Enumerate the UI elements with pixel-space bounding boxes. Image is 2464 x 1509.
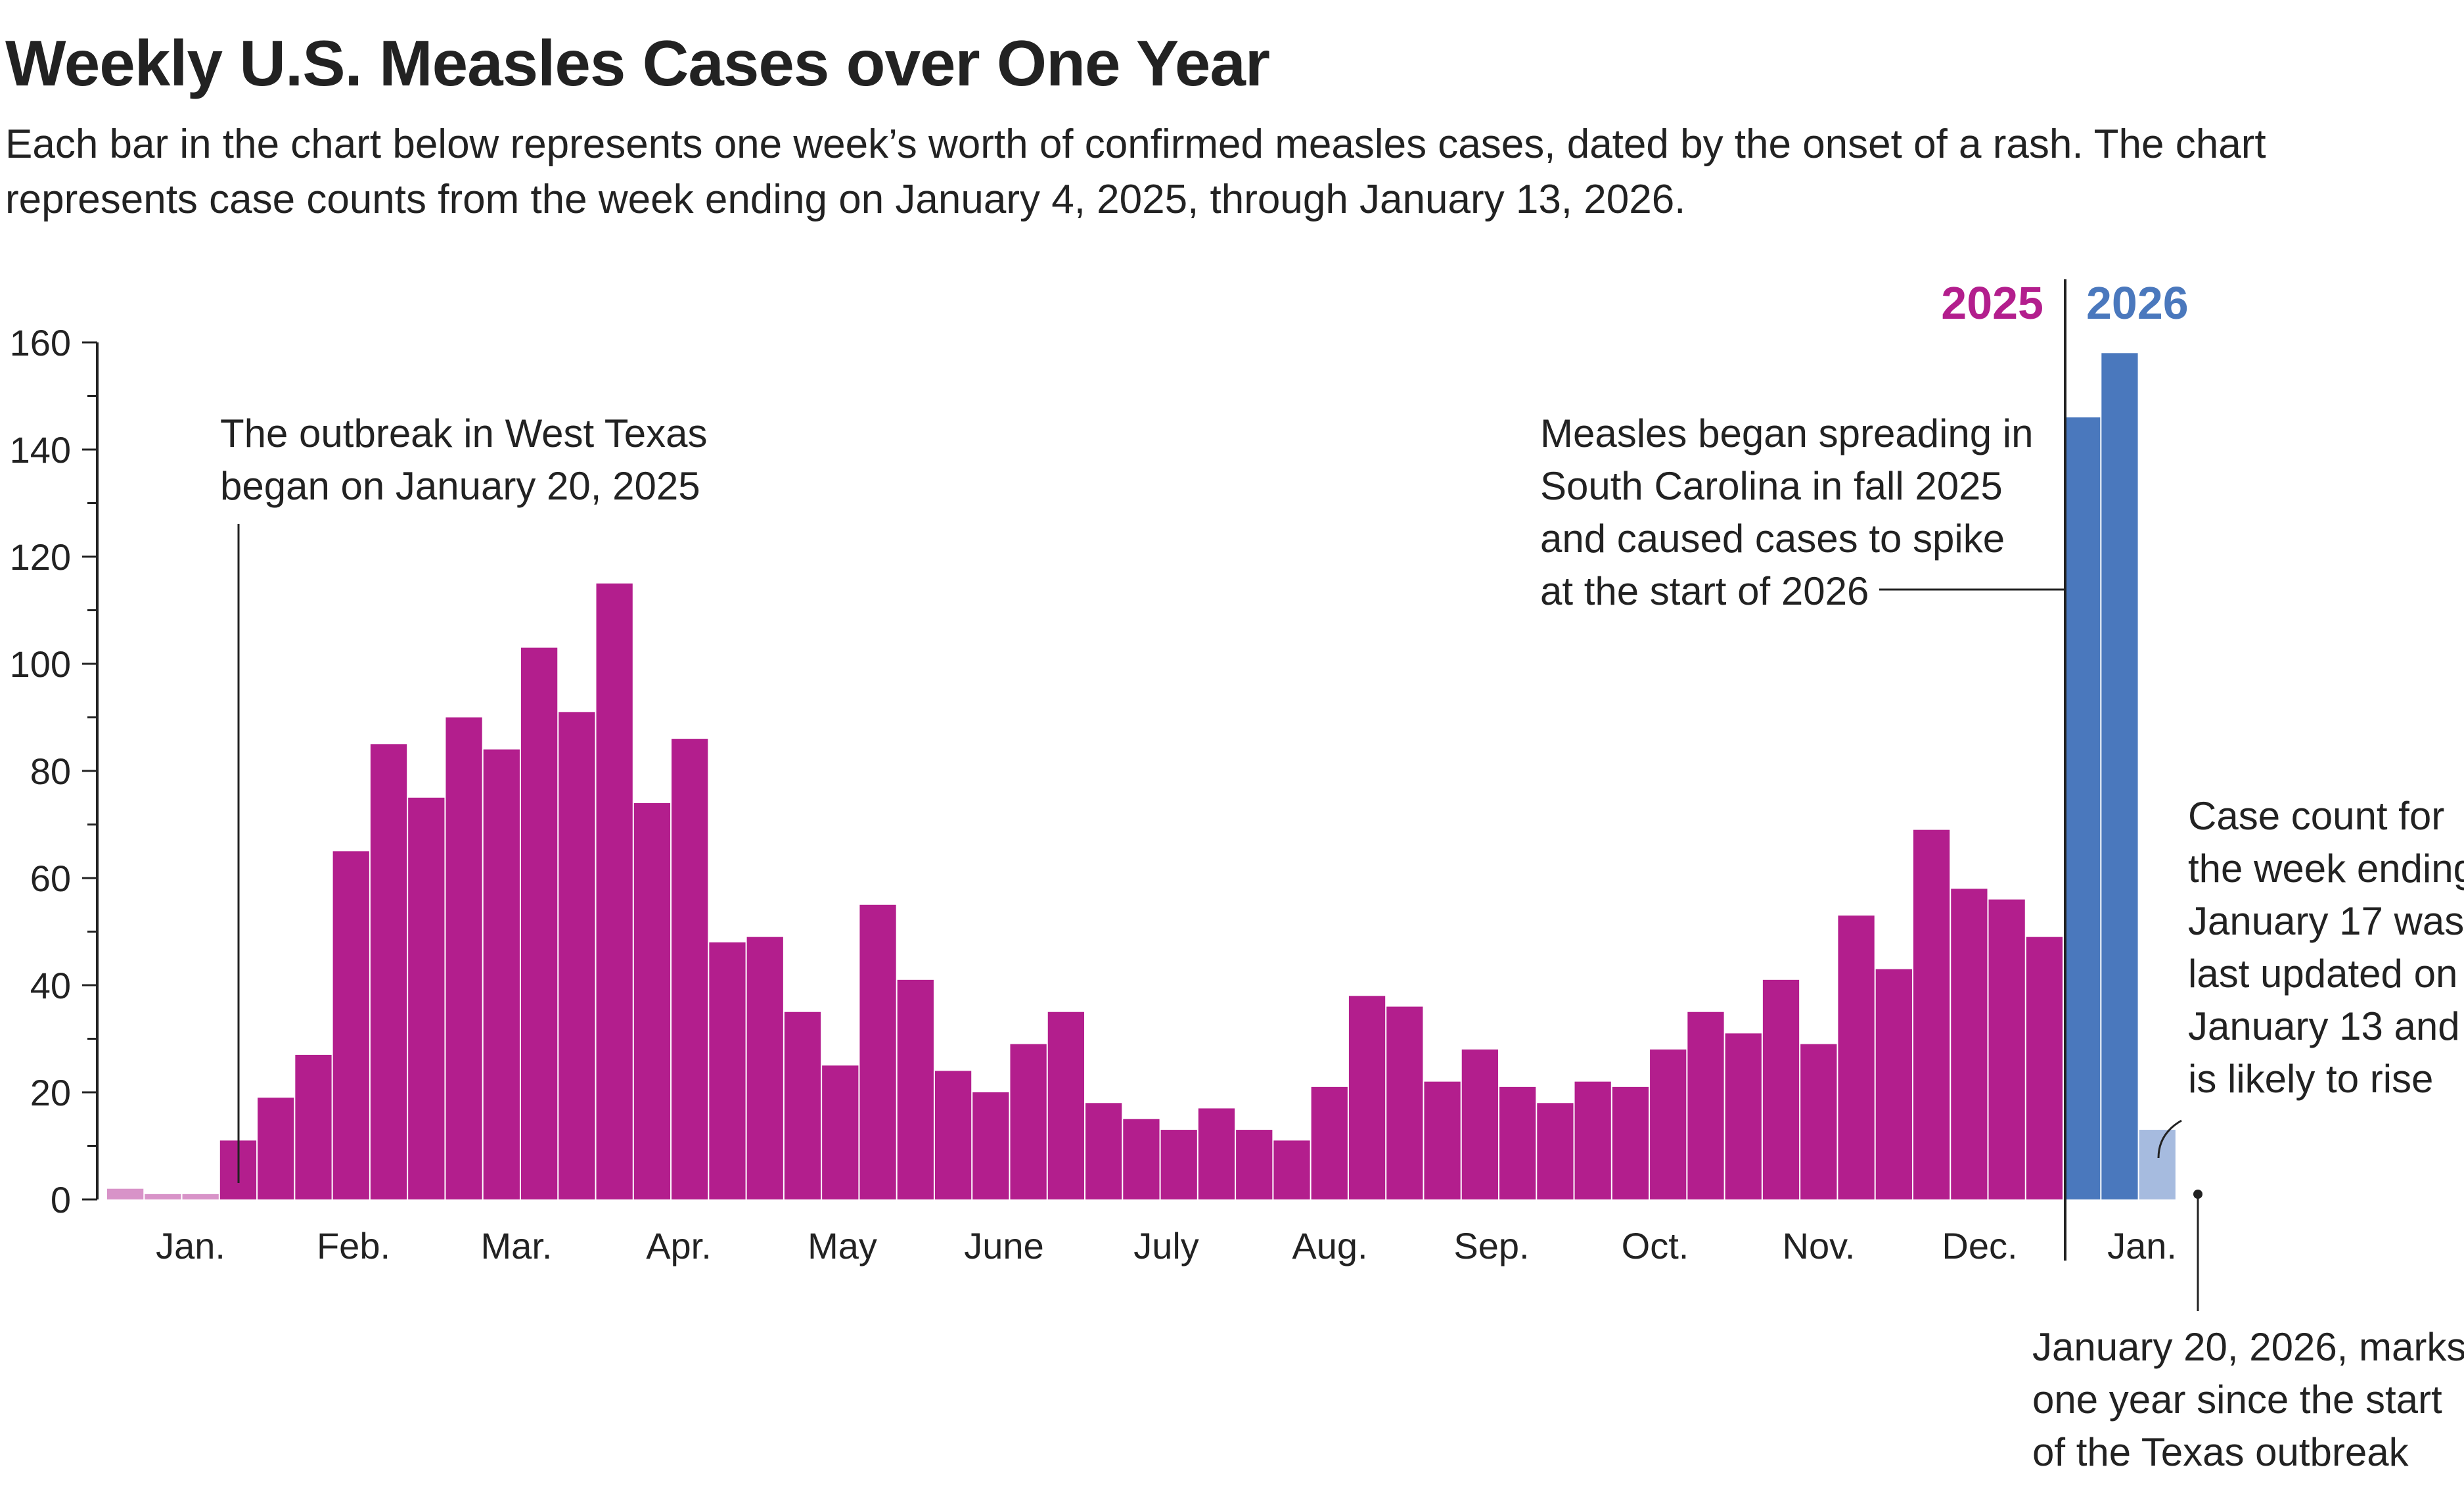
bar-week-52 [2026,937,2063,1199]
bar-week-41 [1612,1086,1649,1199]
bar-week-35 [1386,1006,1423,1199]
y-tick-label: 40 [30,965,71,1006]
y-tick-label: 80 [30,751,71,792]
bar-week-22 [897,979,934,1199]
year-label-2025: 2025 [1941,277,2043,329]
y-tick-label: 0 [51,1179,71,1220]
bar-week-37 [1461,1049,1498,1199]
bar-week-14 [596,583,633,1199]
x-tick-label: Mar. [481,1225,553,1266]
bar-week-2 [145,1194,181,1199]
x-tick-label: Dec. [1942,1225,2017,1266]
bar-week-50 [1951,889,1988,1199]
bar-week-43 [1687,1011,1724,1199]
bar-week-44 [1725,1033,1762,1199]
bar-week-47 [1838,916,1875,1199]
y-tick-label: 160 [10,322,71,363]
bar-week-25 [1010,1044,1047,1199]
bar-week-10 [445,717,482,1199]
bar-week-31 [1236,1130,1273,1199]
incomplete-annotation-leader [2157,1119,2182,1159]
bar-week-33 [1311,1086,1348,1199]
bar-week-15 [633,802,671,1199]
bar-week-11 [483,749,520,1199]
bar-week-48 [1875,969,1912,1199]
x-tick-label: Feb. [317,1225,390,1266]
x-tick-label: May [808,1225,877,1266]
bar-week-46 [1800,1044,1837,1199]
bar-week-45 [1762,979,1800,1199]
bar-week-21 [859,904,896,1199]
bar-week-27 [1085,1103,1122,1199]
bar-week-20 [822,1065,859,1199]
bar-week-29 [1160,1130,1197,1199]
y-axis: 0 20 40 60 80 100 120 140 160 [10,322,99,1220]
bar-week-5 [258,1098,294,1199]
x-tick-label: Oct. [1622,1225,1689,1266]
bar-week-51 [1988,899,2025,1199]
chart-title: Weekly U.S. Measles Cases over One Year [5,27,1270,99]
bar-week-8 [370,744,407,1199]
bar-week-3 [182,1194,219,1199]
y-tick-label: 140 [10,429,71,471]
anniversary-annotation: January 20, 2026, marks one year since t… [2032,1325,2464,1474]
bar-week-34 [1348,996,1386,1199]
x-tick-label: Jan. [156,1225,225,1266]
x-tick-label: Jan. [2107,1225,2177,1266]
bar-week-23 [934,1071,972,1199]
bar-week-7 [332,851,369,1199]
bar-week-42 [1650,1049,1687,1199]
bar-week-39 [1537,1103,1574,1199]
bars [107,353,2176,1199]
bar-week-13 [559,712,595,1199]
chart-subtitle: Each bar in the chart below represents o… [5,122,2266,222]
incomplete-week-annotation: Case count for the week ending January 1… [2188,794,2464,1101]
bar-week-24 [972,1092,1009,1199]
x-axis-labels: Jan. Feb. Mar. Apr. May June July Aug. Sep. Oct. N… [156,1225,2177,1266]
bar-week-38 [1499,1086,1536,1199]
x-tick-label: Aug. [1292,1225,1367,1266]
bar-week-30 [1198,1108,1235,1199]
south-carolina-annotation: Measles began spreading in South Carolin… [1540,411,2044,613]
bar-week-6 [295,1054,332,1199]
bar-week-19 [784,1011,821,1199]
x-tick-label: June [964,1225,1043,1266]
bar-week-1 [107,1188,144,1199]
x-tick-label: July [1133,1225,1199,1266]
y-tick-label: 100 [10,643,71,685]
bar-week-18 [746,937,783,1199]
y-tick-label: 60 [30,858,71,899]
x-tick-label: Apr. [646,1225,712,1266]
bar-week-54 [2101,353,2138,1199]
bar-week-36 [1424,1081,1461,1199]
bar-week-17 [709,942,746,1199]
bar-week-9 [408,797,445,1199]
bar-week-12 [520,647,558,1199]
y-tick-label: 120 [10,536,71,578]
bar-week-32 [1273,1140,1310,1199]
bar-week-55 [2139,1130,2176,1199]
bar-week-28 [1123,1119,1160,1199]
bar-week-53 [2064,417,2101,1199]
y-tick-label: 20 [30,1072,71,1113]
x-tick-label: Nov. [1783,1225,1856,1266]
x-tick-label: Sep. [1453,1225,1529,1266]
texas-annotation: The outbreak in West Texas began on Janu… [220,411,718,508]
bar-week-26 [1047,1011,1085,1199]
bar-week-16 [672,739,708,1199]
bar-week-40 [1574,1081,1611,1199]
year-label-2026: 2026 [2086,277,2189,329]
bar-week-49 [1913,829,1950,1199]
